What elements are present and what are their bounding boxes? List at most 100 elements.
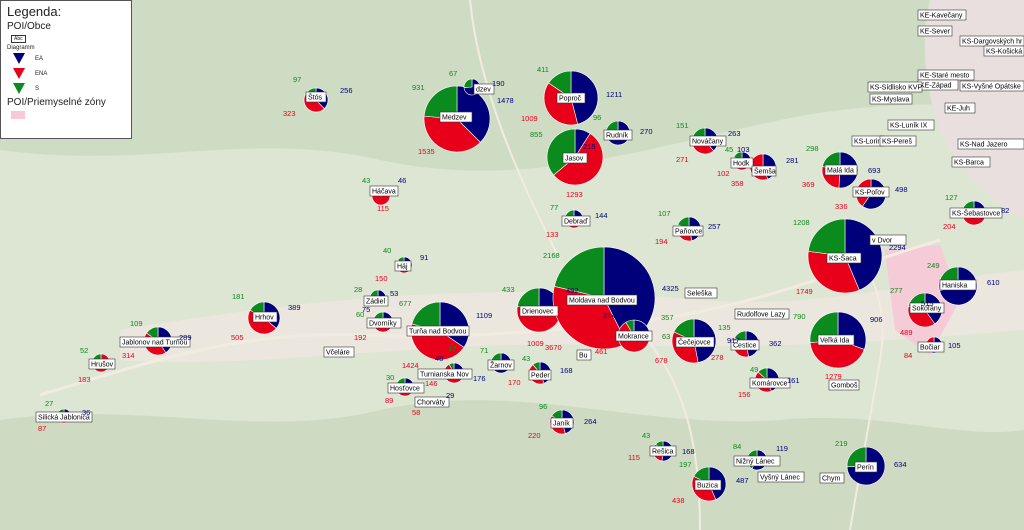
label-seleska[interactable]: Seleška [687,291,712,298]
label-ks-lunik[interactable]: KS-Luník IX [890,123,928,130]
legend-zones: POI/Priemyselné zóny [7,97,106,108]
pie-medzev[interactable] [423,85,491,153]
label-janik[interactable]: Janík [553,421,570,428]
label-zarnov[interactable]: Žarnov [490,361,512,370]
label-mokrance[interactable]: Mokrance [618,334,649,341]
label-sokolany[interactable]: Sokoľany [912,306,942,313]
label-haj[interactable]: Háj [397,264,408,271]
label-ks-nad-jazerom[interactable]: KS-Nad Jazero [960,142,1008,149]
label-haniska[interactable]: Haniska [942,283,967,290]
label-ke-stare-mesto[interactable]: KE-Staré mesto [920,73,970,80]
label-ks-kosicka[interactable]: KS-Košická [986,49,1022,56]
value-peder-ena: 170 [508,378,521,387]
pie-slice-ks-saca-s [807,218,846,257]
label-komarovce[interactable]: Komárovce [752,381,788,388]
label-medzev[interactable]: Medzev [442,115,467,122]
value-dvorniky-ena: 192 [354,333,367,342]
label-hrusov[interactable]: Hrušov [91,362,114,369]
label-semsa[interactable]: Šemša [754,167,776,176]
label-zadiel[interactable]: Zádiel [366,299,386,306]
label-peder[interactable]: Peder [531,373,550,380]
value-rudnik-s: 96 [593,113,601,122]
label-chorvaty[interactable]: Chorváty [417,400,446,407]
label-ke-sever[interactable]: KE-Sever [920,29,951,36]
value-haj-ena: 150 [375,274,388,283]
value-jasov-s: 855 [530,130,543,139]
label-cecejovce[interactable]: Čečejovce [678,338,711,347]
label-hostovce[interactable]: Hosťovce [390,386,420,393]
label-perin[interactable]: Perín [857,465,874,472]
value-stos-s: 97 [293,75,301,84]
pie-slice-poproc-s [548,70,572,99]
label-dvor[interactable]: v Dvor [872,238,893,245]
value-chorvaty-ena: 58 [412,408,420,417]
value-cecej-ena: 678 [655,356,668,365]
label-jasov[interactable]: Jasov [565,156,584,163]
pie-slice-jasov-s [546,128,576,176]
value-malaida-ena: 369 [802,180,815,189]
label-bu[interactable]: Bu [579,353,588,360]
label-ks-sidlisko[interactable]: KS-Sídlisko KVP [870,85,922,92]
value-stos-ena: 323 [283,109,296,118]
label-moldava[interactable]: Moldava nad Bodvou [569,298,635,305]
label-silicka[interactable]: Silická Jablonica [38,415,90,422]
label-jablonov[interactable]: Jablonov nad Turňou [122,340,187,347]
label-cestice[interactable]: Cestice [733,343,756,350]
value-stos-ea: 256 [340,86,353,95]
value-buzica-ena: 438 [672,496,685,505]
label-mala-ida[interactable]: Malá Ida [827,168,854,175]
label-turna[interactable]: Turňa nad Bodvou [409,329,466,336]
label-bociar[interactable]: Bočiar [920,345,941,352]
label-ks-vysne-opatske[interactable]: KS-Vyšné Opátske [962,84,1021,91]
label-hodkovce[interactable]: Hodk [733,161,750,168]
label-velka-ida[interactable]: Veľká Ida [820,338,849,345]
label-ke-juh[interactable]: KE-Juh [947,106,970,113]
value-dvorniky-ea: 75 [362,305,370,314]
label-chym[interactable]: Chym [822,476,840,483]
label-gombos[interactable]: Gomboš [831,383,858,390]
legend-poi-obce: POI/Obce [7,21,51,32]
value-velkaida-ea: 906 [870,315,883,324]
label-vysny-lanec[interactable]: Vyšný Lánec [760,475,800,482]
label-ks-dargovskych[interactable]: KS-Dargovských hr [962,39,1023,46]
label-debrad[interactable]: Debraď [564,219,588,226]
value-turnianska-s: 17 [448,344,456,353]
label-ke-kavecany[interactable]: KE-Kavečany [920,13,963,20]
label-turnianska[interactable]: Turnianska Nov [420,372,469,379]
value-polov-ena: 336 [835,202,848,211]
label-ks-myslava[interactable]: KS-Myslava [872,97,909,104]
label-rudnik[interactable]: Rudník [606,133,629,140]
value-poproc-s: 411 [537,65,549,74]
value-hacava-ea: 46 [398,176,406,185]
label-nizny-lanec[interactable]: Nižný Lánec [736,459,775,466]
label-panovce[interactable]: Paňovce [675,229,702,236]
value-peder-s: 43 [522,354,530,363]
label-rudolfove-lazy[interactable]: Rudolfove Lazy [737,312,786,319]
label-ks-polov[interactable]: KS-Poľov [855,190,885,197]
label-medzev-top[interactable]: dzev [476,87,491,94]
label-ks-peres[interactable]: KS-Pereš [882,139,912,146]
label-ks-saca[interactable]: KS-Šaca [829,254,857,263]
value-haniska-ea: 610 [987,278,1000,287]
label-hacava[interactable]: Háčava [372,189,396,196]
label-hrhov[interactable]: Hrhov [255,315,274,322]
value-saca-ena: 1749 [796,287,813,296]
label-novacany[interactable]: Nováčany [692,139,724,146]
label-ks-sebastovce[interactable]: KS-Šebastovce [952,209,1000,218]
label-ks-barca[interactable]: KS-Barca [954,160,984,167]
value-moldava-ena: 3670 [545,343,562,352]
label-stos[interactable]: Štós [308,93,323,102]
value-semsa-ena: 358 [731,179,744,188]
label-resica[interactable]: Rešica [652,449,674,456]
value-jablonov-s: 109 [130,319,143,328]
value-hodk-s: 45 [725,145,733,154]
label-drienovec[interactable]: Drienovec [522,309,554,316]
value-sokolany-s: 277 [890,286,903,295]
label-ks-lorincik[interactable]: KS-Lorinčík [854,139,891,146]
label-buzica[interactable]: Buzica [697,483,718,490]
label-poproc[interactable]: Poproč [559,96,582,103]
label-ke-zapad[interactable]: KE-Západ [920,83,952,90]
label-dvorniky[interactable]: Dvorníky [369,321,397,328]
label-vcelare[interactable]: Včeláre [326,350,350,357]
